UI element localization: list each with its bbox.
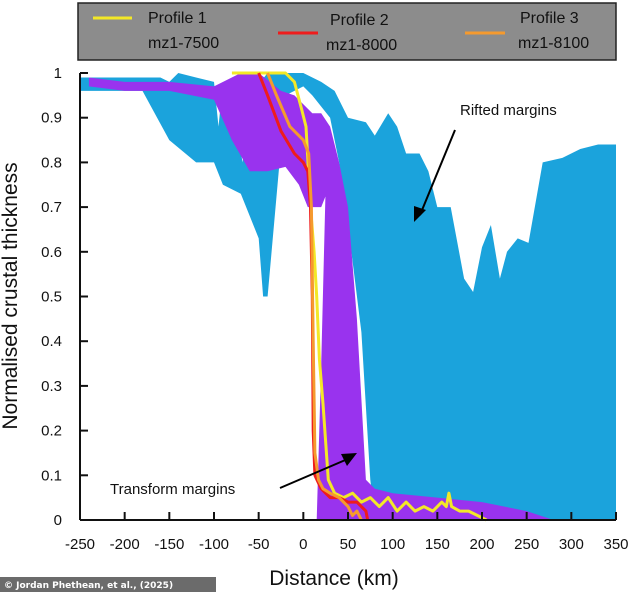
x-tick-label: -150 (154, 536, 184, 553)
legend-id-profile-1: mz1-7500 (148, 35, 219, 52)
legend: Profile 1 mz1-7500 Profile 2 mz1-8000 Pr… (77, 2, 617, 61)
x-tick-label: 250 (514, 536, 539, 553)
y-tick-label: 0.1 (41, 467, 62, 484)
annotations: Rifted margins Transform margins (110, 102, 557, 498)
x-tick-label: 150 (425, 536, 450, 553)
x-tick-label: 0 (299, 536, 307, 553)
series-line-profile-3 (266, 72, 363, 521)
band-rifted-margins (80, 73, 616, 520)
y-tick-label: 0.8 (41, 154, 62, 171)
y-tick-label: 0.2 (41, 423, 62, 440)
y-tick-label: 0.6 (41, 244, 62, 261)
y-tick-label: 0.3 (41, 378, 62, 395)
annotation-rifted-arrow-shaft (419, 129, 456, 216)
legend-id-profile-3: mz1-8100 (518, 35, 589, 52)
band-transform-margins (88, 73, 554, 520)
annotation-rifted-arrow-head (414, 206, 426, 222)
annotation-transform-arrow-head (341, 453, 357, 466)
legend-label-profile-1: Profile 1 (148, 10, 207, 27)
credit-text: © Jordan Phethean, et al., (2025) (4, 581, 173, 591)
y-tick-label: 0.7 (41, 199, 62, 216)
legend-label-profile-3: Profile 3 (520, 10, 579, 27)
ticks-layer: -250 -200 -150 -100 -50 0 50 100 150 200 250 300 350… (41, 65, 628, 553)
x-tick-label: -200 (110, 536, 140, 553)
x-tick-label: 350 (603, 536, 628, 553)
x-tick-label: 200 (469, 536, 494, 553)
y-tick-label: 1 (54, 65, 62, 82)
x-tick-label: -250 (65, 536, 95, 553)
y-tick-label: 0 (54, 512, 62, 529)
y-tick-label: 0.9 (41, 110, 62, 127)
series-line-profile-1 (231, 71, 488, 522)
x-tick-label: -50 (248, 536, 270, 553)
profiles-layer (231, 71, 488, 522)
x-tick-label: 100 (380, 536, 405, 553)
annotation-transform-margins: Transform margins (110, 481, 235, 498)
annotation-rifted-margins: Rifted margins (460, 102, 557, 119)
legend-label-profile-2: Profile 2 (330, 12, 389, 29)
y-axis-title: Normalised crustal thickness (0, 162, 22, 429)
annotation-transform-arrow-shaft (279, 457, 351, 489)
x-tick-label: 300 (559, 536, 584, 553)
y-tick-label: 0.4 (41, 333, 62, 350)
x-axis-title: Distance (km) (269, 567, 399, 590)
legend-box (77, 2, 617, 61)
x-tick-label: 50 (340, 536, 357, 553)
x-tick-label: -100 (199, 536, 229, 553)
legend-id-profile-2: mz1-8000 (326, 37, 397, 54)
bands-layer (80, 73, 616, 520)
credit-background (0, 577, 216, 592)
y-tick-label: 0.5 (41, 289, 62, 306)
